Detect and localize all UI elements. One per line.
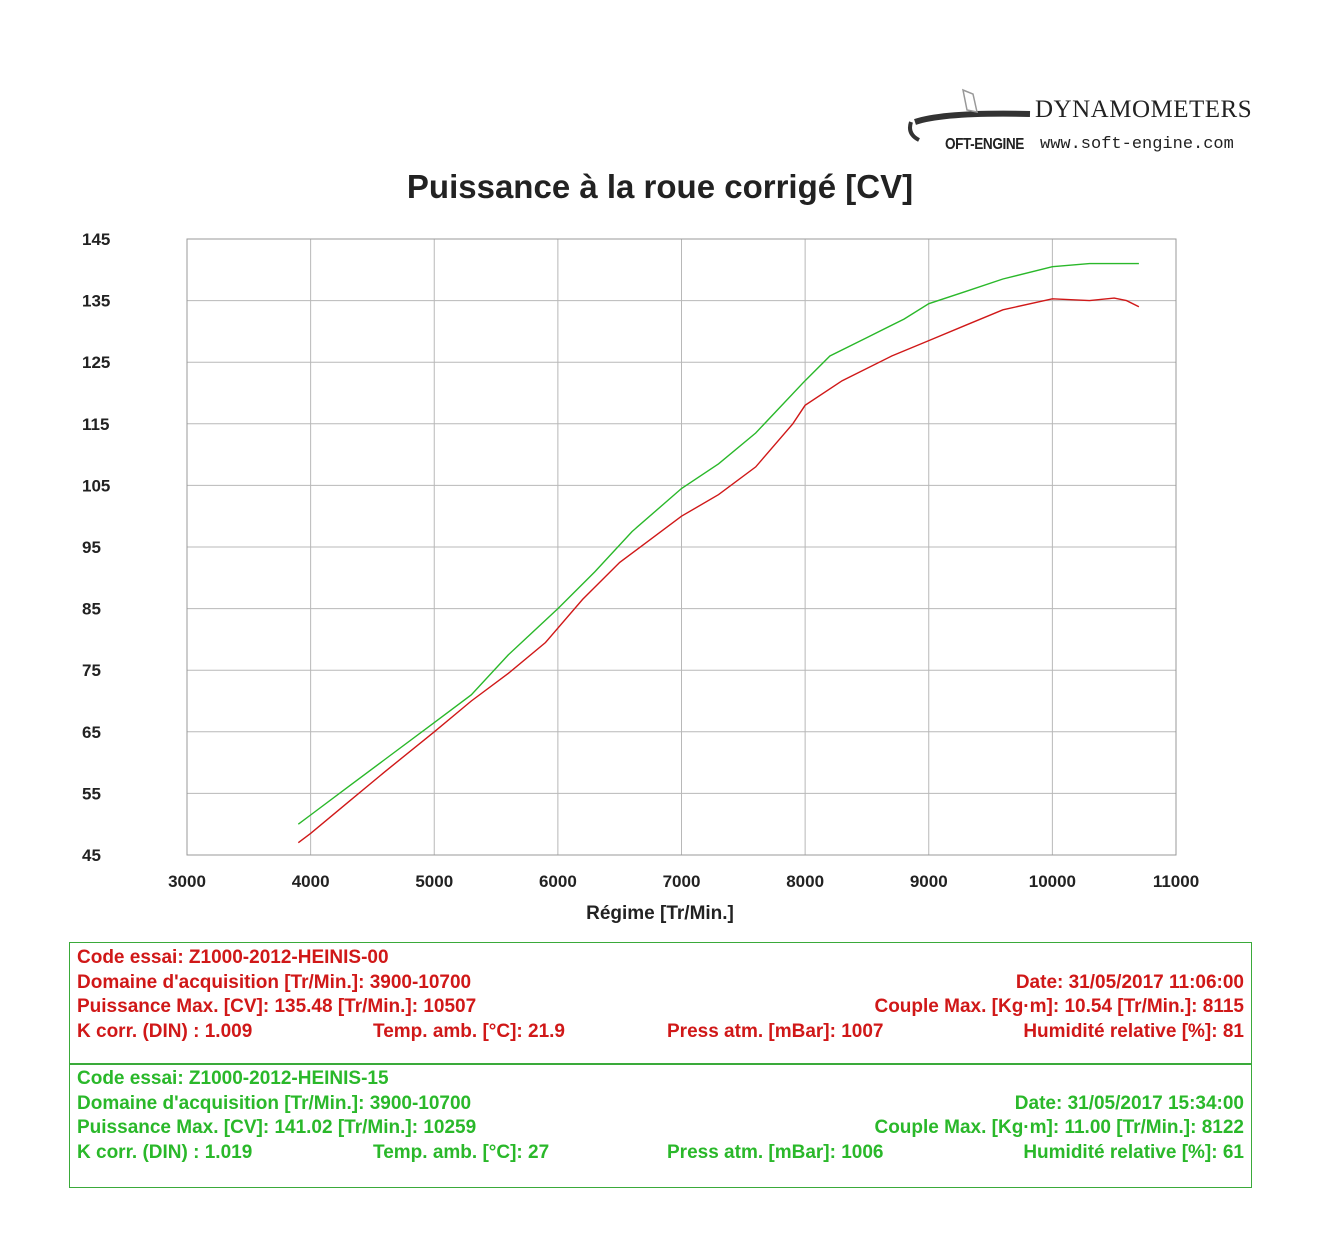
y-tick-label: 145: [82, 230, 110, 249]
y-tick-label: 45: [82, 846, 101, 865]
test-torque-max: Couple Max. [Kg·m]: 10.54 [Tr/Min.]: 811…: [874, 996, 1244, 1017]
test-code: Code essai: Z1000-2012-HEINIS-00: [77, 947, 389, 968]
x-tick-label: 8000: [786, 872, 824, 891]
x-tick-label: 4000: [292, 872, 330, 891]
test-date: Date: 31/05/2017 11:06:00: [1015, 971, 1244, 993]
y-tick-label: 55: [82, 784, 101, 803]
test-kcorr: K corr. (DIN) : 1.019: [77, 1141, 253, 1163]
test-domain: Domaine d'acquisition [Tr/Min.]: 3900-10…: [77, 971, 472, 993]
x-tick-label: 7000: [663, 872, 701, 891]
series-line-1: [297, 262, 1139, 825]
test-domain: Domaine d'acquisition [Tr/Min.]: 3900-10…: [77, 1092, 472, 1114]
plot-frame: [186, 238, 1177, 856]
test-info-box-2: Code essai: Z1000-2012-HEINIS-15 Domaine…: [69, 1064, 1252, 1188]
y-tick-label: 105: [82, 476, 110, 495]
x-tick-label: 10000: [1029, 872, 1076, 891]
x-tick-label: 3000: [168, 872, 206, 891]
test-temp: Temp. amb. [°C]: 27: [373, 1141, 550, 1163]
test-date: Date: 31/05/2017 15:34:00: [1014, 1092, 1244, 1114]
logo-url-text: www.soft-engine.com: [1040, 135, 1234, 154]
y-tick-label: 65: [82, 723, 101, 742]
test-kcorr: K corr. (DIN) : 1.009: [77, 1020, 253, 1042]
power-chart: 145 135 125 115 105 95 85 75 65 55 45 3000 4000 5000 6…: [82, 230, 1199, 891]
test-code: Code essai: Z1000-2012-HEINIS-15: [77, 1068, 389, 1089]
y-tick-label: 95: [82, 538, 101, 557]
logo-mark-text: OFT-ENGINE: [945, 136, 1024, 153]
x-axis-title: Régime [Tr/Min.]: [586, 903, 734, 924]
y-tick-label: 135: [82, 292, 110, 311]
x-tick-label: 11000: [1153, 872, 1199, 891]
test-humidity: Humidité relative [%]: 61: [1023, 1141, 1244, 1163]
y-tick-label: 85: [82, 600, 101, 619]
y-tick-label: 125: [82, 353, 110, 372]
logo-brand-text: DYNAMOMETERS: [1035, 96, 1253, 123]
test-press: Press atm. [mBar]: 1007: [667, 1020, 884, 1042]
series-line-2: [297, 297, 1140, 844]
soft-engine-logo: DYNAMOMETERS OFT-ENGINE www.soft-engine.…: [905, 62, 1285, 162]
test-press: Press atm. [mBar]: 1006: [667, 1141, 884, 1163]
test-temp: Temp. amb. [°C]: 21.9: [373, 1020, 566, 1042]
logo-swoosh-icon: [908, 88, 1031, 142]
test-power-max: Puissance Max. [CV]: 135.48 [Tr/Min.]: 1…: [77, 996, 477, 1017]
test-humidity: Humidité relative [%]: 81: [1023, 1020, 1244, 1042]
chart-title: Puissance à la roue corrigé [CV]: [406, 168, 914, 205]
x-tick-label: 9000: [910, 872, 948, 891]
test-torque-max: Couple Max. [Kg·m]: 11.00 [Tr/Min.]: 812…: [874, 1117, 1244, 1138]
y-tick-label: 75: [82, 661, 101, 680]
y-tick-label: 115: [82, 415, 109, 434]
x-tick-label: 5000: [415, 872, 453, 891]
x-tick-label: 6000: [539, 872, 577, 891]
test-info-box-1: Code essai: Z1000-2012-HEINIS-00 Domaine…: [69, 942, 1252, 1064]
test-power-max: Puissance Max. [CV]: 141.02 [Tr/Min.]: 1…: [77, 1117, 477, 1138]
